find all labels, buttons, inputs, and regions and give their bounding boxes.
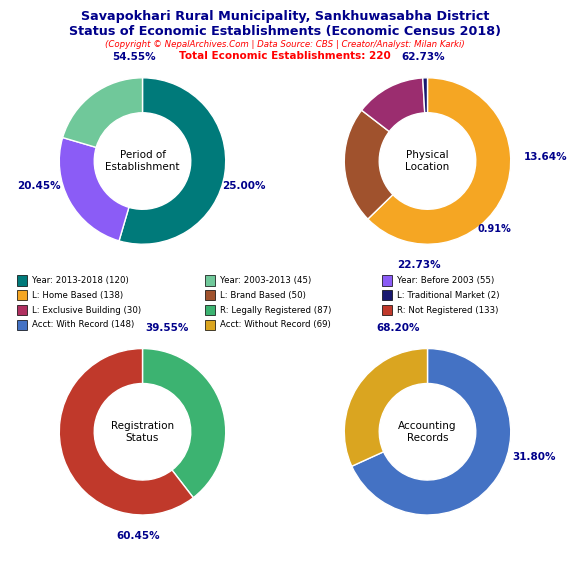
Wedge shape <box>59 137 129 241</box>
Wedge shape <box>344 110 393 219</box>
Text: 0.91%: 0.91% <box>477 224 511 234</box>
Wedge shape <box>368 78 511 244</box>
Text: L: Traditional Market (2): L: Traditional Market (2) <box>397 291 499 300</box>
Wedge shape <box>423 78 428 113</box>
Text: 22.73%: 22.73% <box>397 260 441 270</box>
Wedge shape <box>361 78 425 132</box>
Text: 62.73%: 62.73% <box>401 52 445 62</box>
Text: L: Brand Based (50): L: Brand Based (50) <box>220 291 306 300</box>
Text: Registration
Status: Registration Status <box>111 421 174 442</box>
Text: Year: 2003-2013 (45): Year: 2003-2013 (45) <box>220 276 311 285</box>
Text: Physical
Location: Physical Location <box>405 150 450 172</box>
Text: R: Not Registered (133): R: Not Registered (133) <box>397 306 498 315</box>
Text: Acct: With Record (148): Acct: With Record (148) <box>32 320 134 329</box>
Wedge shape <box>119 78 226 244</box>
Text: 68.20%: 68.20% <box>377 323 420 333</box>
Wedge shape <box>63 78 142 148</box>
Text: 25.00%: 25.00% <box>222 181 266 191</box>
Text: Accounting
Records: Accounting Records <box>398 421 457 442</box>
Text: Savapokhari Rural Municipality, Sankhuwasabha District: Savapokhari Rural Municipality, Sankhuwa… <box>81 10 489 23</box>
Text: 39.55%: 39.55% <box>146 323 189 333</box>
Text: 31.80%: 31.80% <box>512 452 556 462</box>
Text: 54.55%: 54.55% <box>112 52 156 62</box>
Text: Year: Before 2003 (55): Year: Before 2003 (55) <box>397 276 494 285</box>
Text: L: Home Based (138): L: Home Based (138) <box>32 291 123 300</box>
Wedge shape <box>142 348 226 498</box>
Text: L: Exclusive Building (30): L: Exclusive Building (30) <box>32 306 141 315</box>
Text: Status of Economic Establishments (Economic Census 2018): Status of Economic Establishments (Econo… <box>69 25 501 38</box>
Text: Acct: Without Record (69): Acct: Without Record (69) <box>220 320 331 329</box>
Text: 60.45%: 60.45% <box>116 531 160 541</box>
Text: Period of
Establishment: Period of Establishment <box>105 150 180 172</box>
Text: Total Economic Establishments: 220: Total Economic Establishments: 220 <box>179 51 391 62</box>
Wedge shape <box>59 348 193 515</box>
Text: R: Legally Registered (87): R: Legally Registered (87) <box>220 306 331 315</box>
Wedge shape <box>352 348 511 515</box>
Text: 13.64%: 13.64% <box>524 152 568 162</box>
Wedge shape <box>344 348 428 466</box>
Text: 20.45%: 20.45% <box>17 181 60 191</box>
Text: Year: 2013-2018 (120): Year: 2013-2018 (120) <box>32 276 129 285</box>
Text: (Copyright © NepalArchives.Com | Data Source: CBS | Creator/Analyst: Milan Karki: (Copyright © NepalArchives.Com | Data So… <box>105 40 465 49</box>
